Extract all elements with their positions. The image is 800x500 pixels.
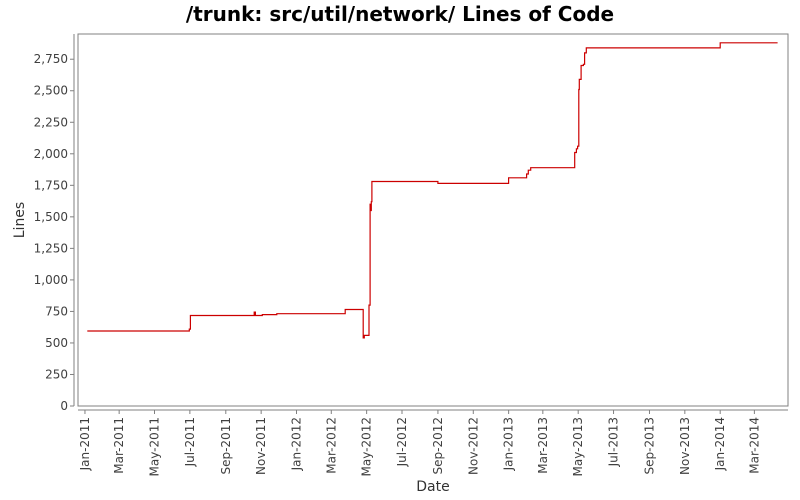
- y-tick-label: 1,250: [34, 241, 68, 255]
- x-tick-label: May-2013: [571, 417, 585, 476]
- y-tick-label: 250: [45, 367, 68, 381]
- x-tick-label: Jul-2013: [607, 417, 621, 467]
- x-tick-label: Sep-2011: [219, 417, 233, 475]
- x-tick-label: Mar-2013: [536, 417, 550, 474]
- x-tick-label: Jan-2013: [502, 417, 516, 471]
- x-tick-label: Nov-2012: [466, 417, 480, 475]
- x-tick-label: Nov-2011: [254, 417, 268, 475]
- x-tick-label: May-2012: [360, 417, 374, 476]
- y-tick-label: 500: [45, 336, 68, 350]
- x-tick-label: Nov-2013: [678, 417, 692, 475]
- x-tick-label: Mar-2011: [112, 417, 126, 474]
- x-tick-label: Mar-2014: [747, 417, 761, 474]
- plot-area: [77, 33, 789, 407]
- y-tick-label: 1,500: [34, 210, 68, 224]
- x-tick-label: Mar-2012: [324, 417, 338, 474]
- y-axis-label: Lines: [12, 202, 28, 238]
- y-tick-label: 750: [45, 304, 68, 318]
- x-tick-label: Sep-2013: [642, 417, 656, 475]
- y-tick-label: 1,750: [34, 178, 68, 192]
- x-tick-label: Jan-2011: [78, 417, 92, 471]
- x-tick-label: Jan-2014: [713, 417, 727, 471]
- x-tick-label: Jan-2012: [290, 417, 304, 471]
- y-tick-label: 0: [60, 399, 68, 413]
- x-tick-label: Jul-2012: [395, 417, 409, 467]
- y-axis-ticks: 0 250 500 750 1,000 1,250 1,500 1,750 2,000 2,250…: [34, 52, 74, 413]
- x-tick-label: Jul-2011: [183, 417, 197, 467]
- chart-title: /trunk: src/util/network/ Lines of Code: [185, 2, 615, 26]
- y-tick-label: 1,000: [34, 273, 68, 287]
- y-tick-label: 2,000: [34, 147, 68, 161]
- series-line-lines-of-code: [87, 42, 778, 339]
- x-tick-label: Sep-2012: [431, 417, 445, 475]
- x-axis-ticks: Jan-2011 Mar-2011 May-2011 Jul-2011 Sep-2011…: [78, 410, 761, 476]
- x-axis-label: Date: [416, 479, 449, 495]
- x-tick-label: May-2011: [148, 417, 162, 476]
- y-tick-label: 2,500: [34, 84, 68, 98]
- y-tick-label: 2,250: [34, 115, 68, 129]
- y-tick-label: 2,750: [34, 52, 68, 66]
